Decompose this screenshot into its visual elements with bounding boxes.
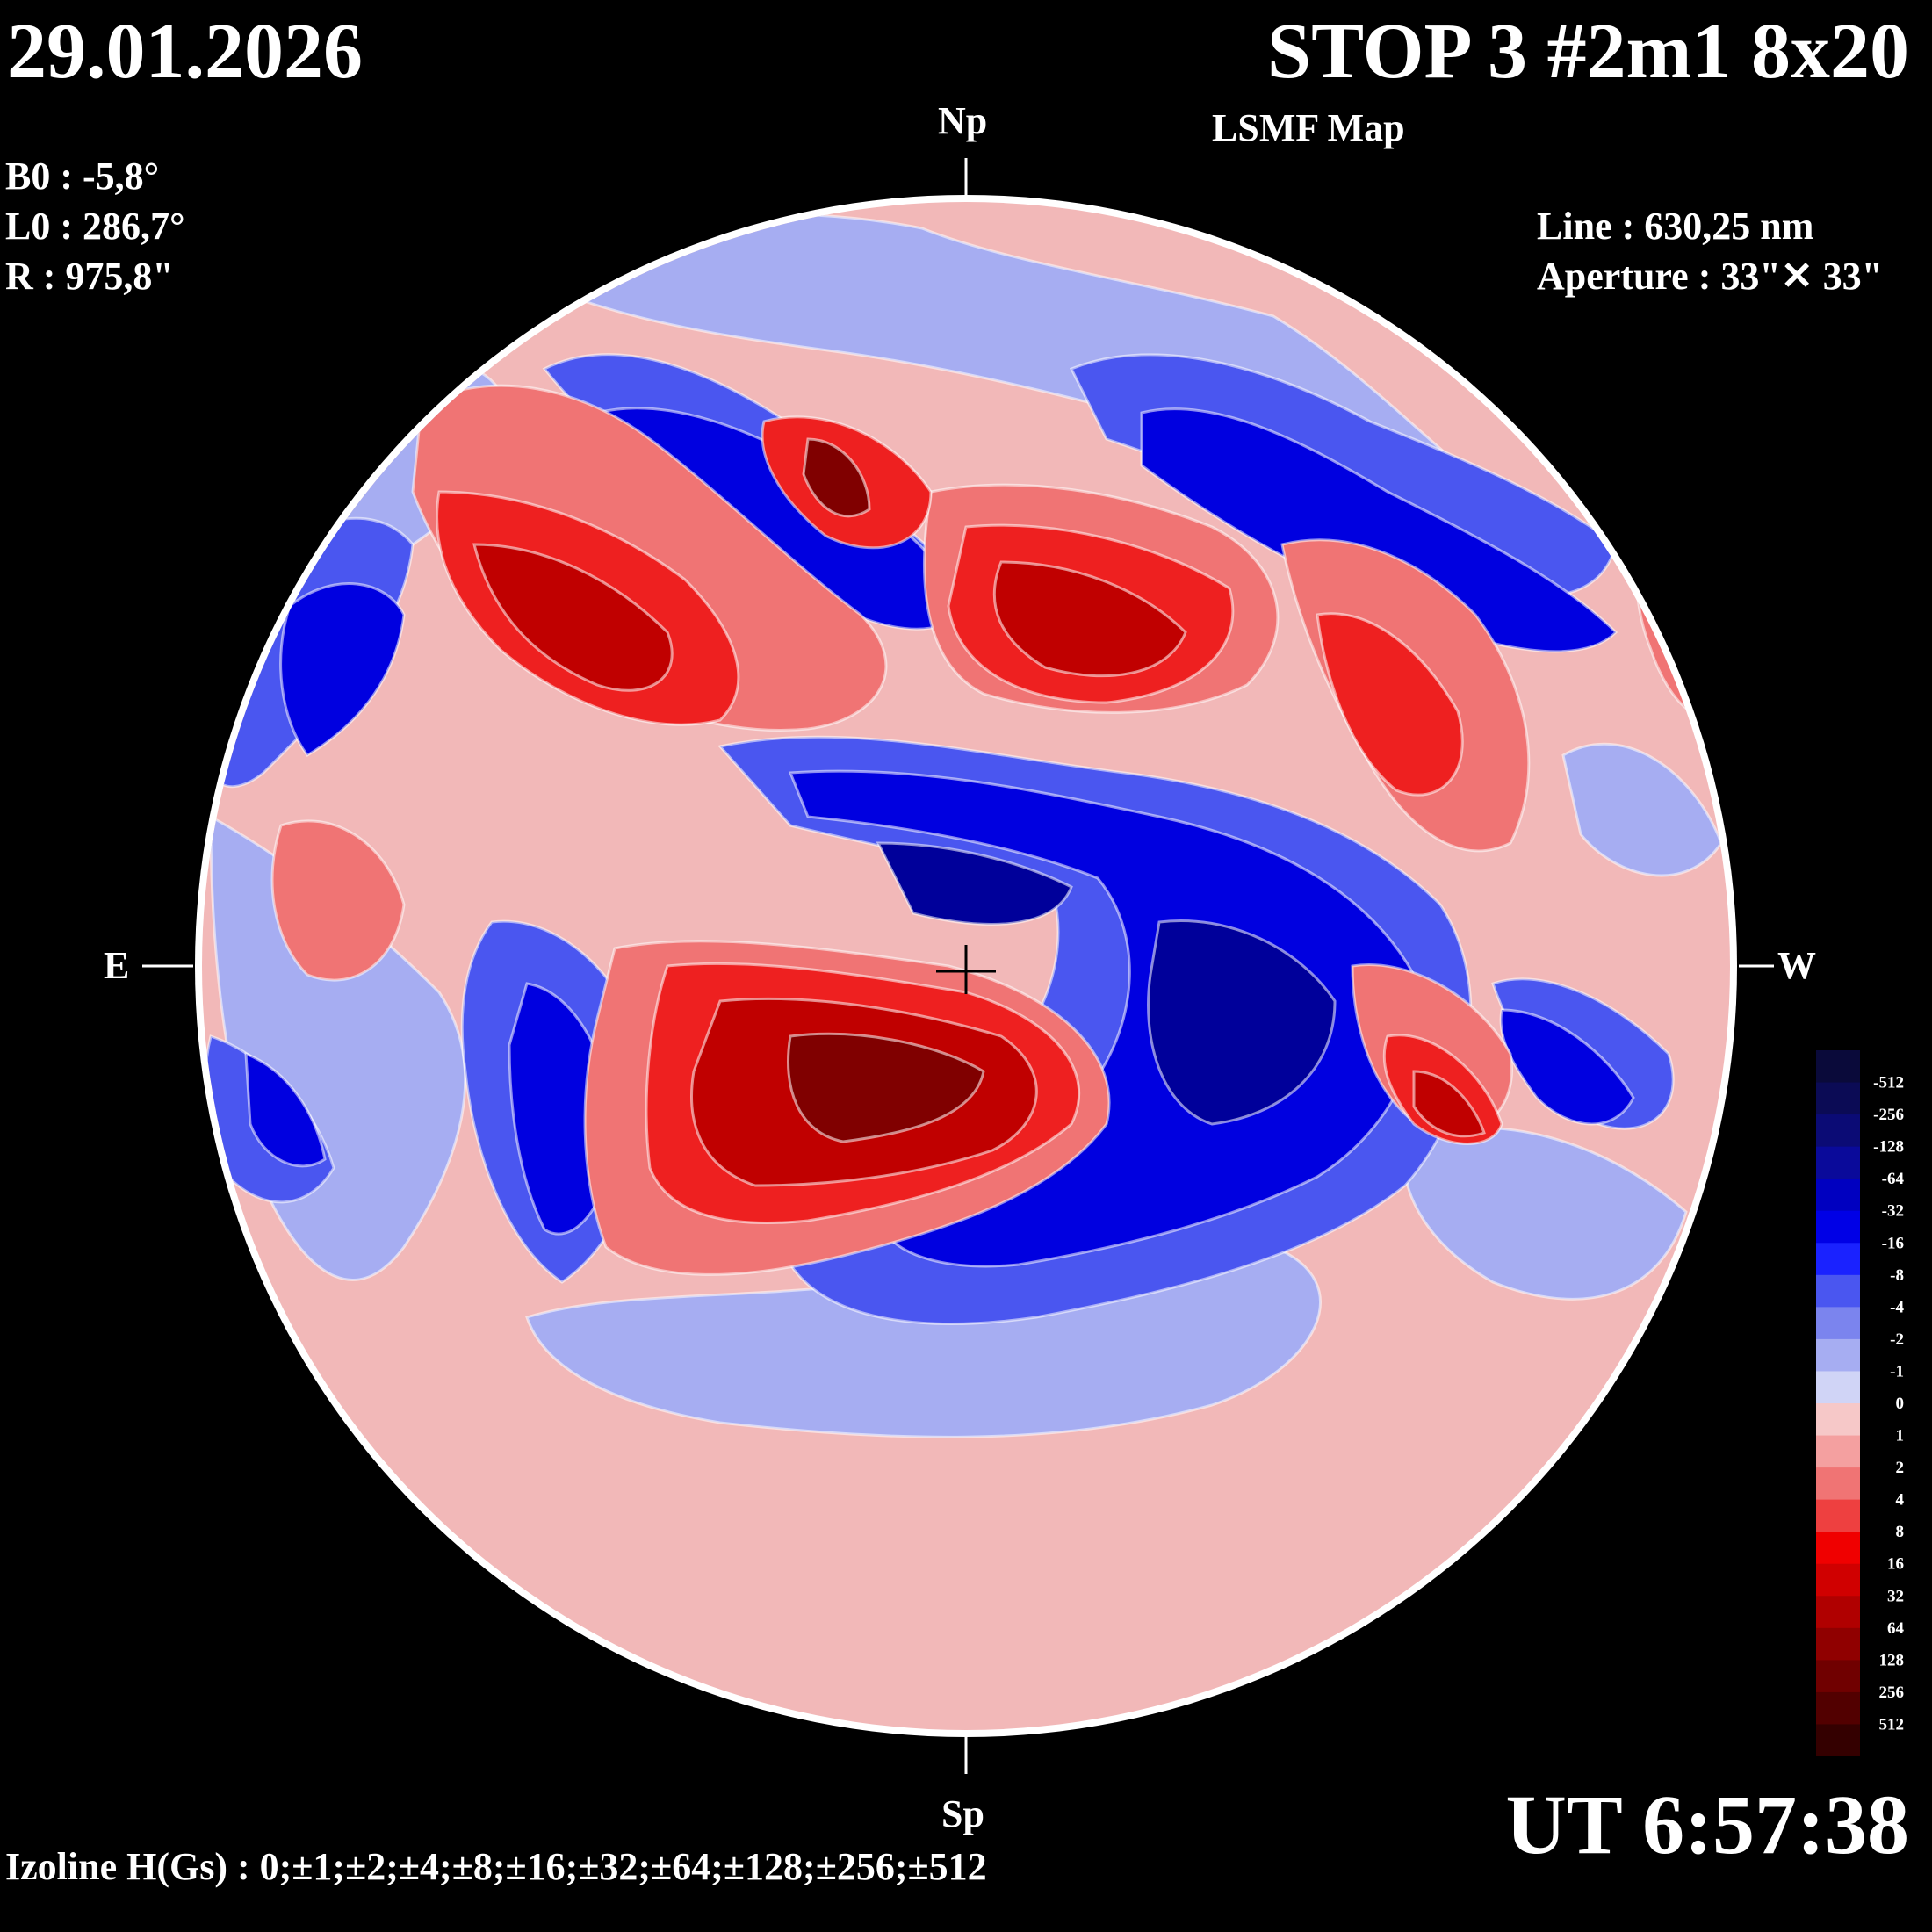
legend-swatch — [1816, 1724, 1860, 1756]
legend-swatch — [1816, 1435, 1860, 1468]
north-label: Np — [938, 99, 988, 142]
legend-swatch — [1816, 1563, 1860, 1597]
legend-swatch — [1816, 1274, 1860, 1308]
legend-label: 4 — [1896, 1491, 1905, 1510]
legend-label: -2 — [1890, 1330, 1904, 1349]
legend-swatch — [1816, 1499, 1860, 1532]
legend-label: 512 — [1879, 1715, 1905, 1734]
line-info: Line : 630,25 nm — [1537, 205, 1814, 248]
legend-label: 1 — [1896, 1427, 1905, 1445]
legend-swatch — [1816, 1403, 1860, 1437]
legend-label: -1 — [1890, 1362, 1904, 1381]
legend-swatch — [1816, 1338, 1860, 1372]
legend-label: 2 — [1896, 1459, 1905, 1477]
legend-swatch — [1816, 1532, 1860, 1565]
legend-swatch — [1816, 1243, 1860, 1276]
negative-strong-regions — [244, 407, 1635, 1268]
legend-label: -512 — [1873, 1074, 1904, 1092]
aperture-info: Aperture : 33"✕ 33" — [1537, 255, 1884, 298]
legend-swatch — [1816, 1467, 1860, 1501]
legend-swatch — [1816, 1627, 1860, 1661]
west-label: W — [1777, 944, 1816, 987]
legend-label: -256 — [1873, 1106, 1904, 1124]
legend-swatch — [1816, 1596, 1860, 1629]
legend-swatch — [1816, 1114, 1860, 1148]
legend-label: 64 — [1887, 1619, 1905, 1638]
map-subtitle: LSMF Map — [1212, 106, 1405, 149]
legend-label: -4 — [1890, 1298, 1904, 1316]
izoline-levels: Izoline H(Gs) : 0;±1;±2;±4;±8;±16;±32;±6… — [5, 1845, 987, 1888]
param-l0: L0 : 286,7° — [5, 205, 185, 248]
legend-label: 0 — [1896, 1395, 1905, 1413]
east-label: E — [104, 944, 130, 987]
legend-swatch — [1816, 1082, 1860, 1115]
legend-swatch — [1816, 1179, 1860, 1212]
legend-swatch — [1816, 1371, 1860, 1404]
negative-core-regions — [876, 841, 1337, 1126]
positive-core-regions — [787, 437, 985, 1143]
legend-swatch — [1816, 1210, 1860, 1244]
legend-label: -8 — [1890, 1266, 1904, 1285]
map-title: STOP 3 #2m1 8x20 — [1267, 8, 1909, 95]
legend-label: 128 — [1879, 1651, 1905, 1669]
observation-date: 29.01.2026 — [7, 8, 363, 95]
legend-label: 8 — [1896, 1523, 1905, 1541]
legend-swatch — [1816, 1307, 1860, 1340]
south-label: Sp — [941, 1792, 984, 1835]
legend-swatch — [1816, 1050, 1860, 1084]
legend-swatch — [1816, 1660, 1860, 1693]
legend-label: -64 — [1882, 1170, 1905, 1188]
universal-time: UT 6:57:38 — [1505, 1777, 1909, 1871]
solar-disk — [202, 202, 1730, 1730]
legend-label: 16 — [1887, 1555, 1904, 1574]
legend-label: -128 — [1873, 1138, 1904, 1157]
param-b0: B0 : -5,8° — [5, 155, 160, 198]
legend-label: 256 — [1879, 1683, 1905, 1702]
legend-label: -32 — [1882, 1202, 1904, 1221]
legend-swatch — [1816, 1691, 1860, 1725]
param-r: R : 975,8" — [5, 255, 174, 298]
legend-label: 32 — [1887, 1587, 1904, 1605]
legend-label: -16 — [1882, 1234, 1904, 1252]
color-legend: -512 -256 -128 -64 -32 -16 -8 -4 -2 -1 0 1 2 4 8 16 32 64… — [1816, 1050, 1905, 1756]
legend-swatch — [1816, 1146, 1860, 1179]
